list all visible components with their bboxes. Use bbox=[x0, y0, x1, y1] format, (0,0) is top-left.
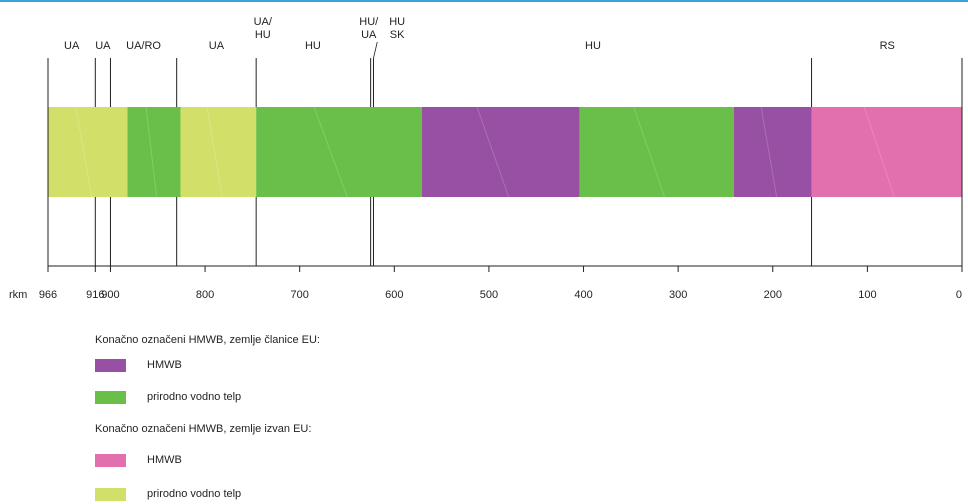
segment-sheen bbox=[760, 106, 778, 198]
axis-tick-label: 600 bbox=[385, 289, 403, 301]
legend-swatch-hmwb-non-eu bbox=[95, 454, 126, 467]
top-accent-rule bbox=[0, 0, 968, 2]
axis-unit-label: rkm bbox=[9, 289, 27, 301]
country-label: UA/ bbox=[254, 16, 273, 28]
axis-tick-label: 200 bbox=[764, 289, 782, 301]
axis-tick-label: 100 bbox=[858, 289, 876, 301]
axis-tick-label: 500 bbox=[480, 289, 498, 301]
leader-line bbox=[373, 41, 378, 59]
legend-heading-non-eu: Konačno označeni HMWB, zemlje izvan EU: bbox=[95, 423, 312, 435]
axis-tick-label: 916 bbox=[86, 289, 104, 301]
axis-tick-label: 900 bbox=[101, 289, 119, 301]
segment-bar bbox=[48, 106, 962, 198]
country-label: UA bbox=[95, 40, 111, 52]
segment-natural-eu bbox=[127, 107, 181, 197]
boundary-lines bbox=[47, 41, 963, 266]
segment-sheen bbox=[313, 106, 348, 198]
legend-label: prirodno vodno telp bbox=[147, 391, 242, 403]
legend-label: prirodno vodno telp bbox=[147, 488, 242, 500]
segment-natural-eu bbox=[256, 107, 422, 197]
country-label: UA/RO bbox=[126, 40, 161, 52]
axis-tick-label: 700 bbox=[291, 289, 309, 301]
legend-heading-eu: Konačno označeni HMWB, zemlje članice EU… bbox=[95, 334, 320, 346]
country-label: HU bbox=[389, 16, 405, 28]
legend-label: HMWB bbox=[147, 359, 182, 371]
segment-natural-eu bbox=[579, 107, 734, 197]
segment-sheen bbox=[75, 106, 93, 198]
axis-tick-label: 800 bbox=[196, 289, 214, 301]
legend-swatch-natural-eu bbox=[95, 391, 126, 404]
country-label: HU bbox=[305, 40, 321, 52]
country-label: UA bbox=[209, 40, 225, 52]
segment-hmwb-non-eu bbox=[811, 107, 962, 197]
segment-sheen bbox=[863, 106, 895, 198]
legend-swatch-hmwb-eu bbox=[95, 359, 126, 372]
segment-sheen bbox=[206, 106, 223, 198]
country-label: HU bbox=[585, 40, 601, 52]
legend-label: HMWB bbox=[147, 454, 182, 466]
axis-tick-label: 966 bbox=[39, 289, 57, 301]
segment-sheen bbox=[633, 106, 666, 198]
segment-hmwb-eu bbox=[421, 107, 580, 197]
axis-tick-label: 400 bbox=[574, 289, 592, 301]
segment-sheen bbox=[476, 106, 510, 198]
segment-hmwb-eu bbox=[733, 107, 812, 197]
segment-natural-non-eu bbox=[48, 107, 128, 197]
country-label: RS bbox=[880, 40, 895, 52]
axis-tick-label: 0 bbox=[956, 289, 962, 301]
legend-swatch-natural-non-eu bbox=[95, 488, 126, 501]
country-label: SK bbox=[390, 29, 405, 41]
country-label: HU bbox=[255, 29, 271, 41]
segment-sheen bbox=[145, 106, 158, 198]
country-label: UA bbox=[361, 29, 377, 41]
segment-natural-non-eu bbox=[180, 107, 257, 197]
axis-tick-label: 300 bbox=[669, 289, 687, 301]
country-label: HU/ bbox=[359, 16, 379, 28]
country-label: UA bbox=[64, 40, 80, 52]
